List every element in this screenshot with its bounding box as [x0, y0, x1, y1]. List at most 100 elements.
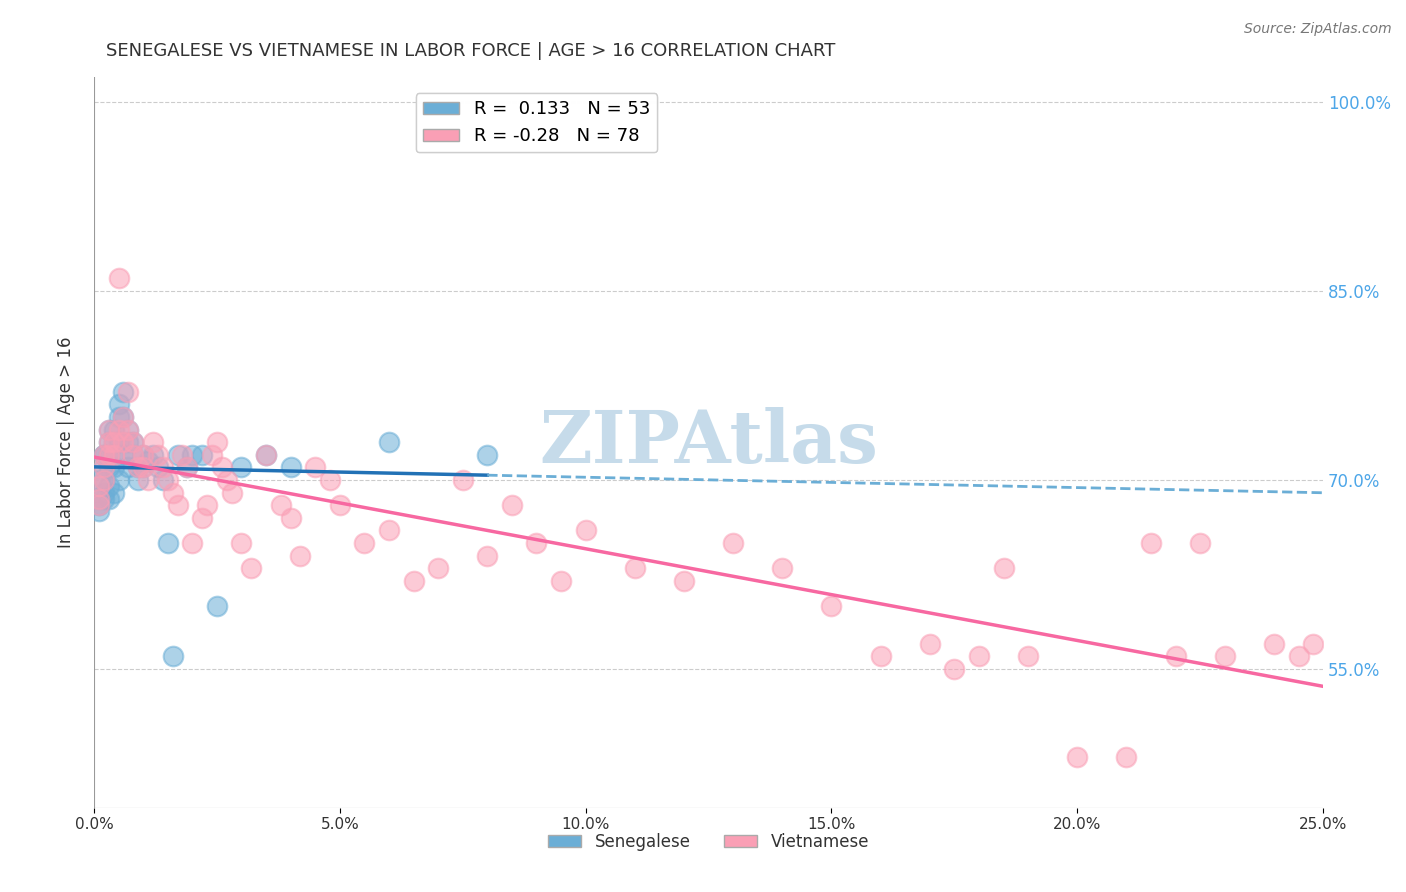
Point	[820, 599, 842, 613]
Point	[87, 491, 110, 506]
Point	[402, 574, 425, 588]
Point	[721, 536, 744, 550]
Point	[112, 409, 135, 424]
Point	[103, 423, 125, 437]
Point	[127, 460, 149, 475]
Point	[162, 649, 184, 664]
Point	[176, 460, 198, 475]
Point	[240, 561, 263, 575]
Point	[103, 448, 125, 462]
Point	[107, 271, 129, 285]
Point	[195, 498, 218, 512]
Point	[290, 549, 312, 563]
Point	[575, 524, 598, 538]
Point	[93, 460, 115, 475]
Point	[152, 460, 174, 475]
Point	[672, 574, 695, 588]
Point	[117, 460, 139, 475]
Point	[378, 524, 401, 538]
Point	[156, 473, 179, 487]
Text: ZIPAtlas: ZIPAtlas	[538, 407, 877, 477]
Point	[93, 473, 115, 487]
Point	[623, 561, 645, 575]
Point	[221, 485, 243, 500]
Point	[427, 561, 450, 575]
Point	[122, 448, 145, 462]
Point	[254, 448, 277, 462]
Point	[1140, 536, 1163, 550]
Point	[918, 637, 941, 651]
Point	[156, 536, 179, 550]
Point	[97, 460, 120, 475]
Point	[93, 448, 115, 462]
Point	[550, 574, 572, 588]
Point	[943, 662, 966, 676]
Point	[103, 435, 125, 450]
Point	[87, 498, 110, 512]
Point	[107, 435, 129, 450]
Point	[93, 448, 115, 462]
Point	[97, 423, 120, 437]
Point	[254, 448, 277, 462]
Point	[205, 435, 228, 450]
Point	[501, 498, 523, 512]
Point	[132, 460, 155, 475]
Point	[353, 536, 375, 550]
Point	[142, 448, 165, 462]
Point	[152, 473, 174, 487]
Point	[280, 460, 302, 475]
Point	[87, 498, 110, 512]
Point	[103, 460, 125, 475]
Point	[117, 435, 139, 450]
Point	[1288, 649, 1310, 664]
Point	[107, 409, 129, 424]
Point	[97, 423, 120, 437]
Point	[162, 485, 184, 500]
Point	[477, 549, 499, 563]
Point	[93, 485, 115, 500]
Point	[176, 460, 198, 475]
Point	[231, 460, 253, 475]
Point	[191, 510, 214, 524]
Point	[142, 435, 165, 450]
Point	[1066, 750, 1088, 764]
Point	[87, 491, 110, 506]
Point	[103, 448, 125, 462]
Point	[136, 473, 159, 487]
Point	[97, 491, 120, 506]
Point	[97, 435, 120, 450]
Text: SENEGALESE VS VIETNAMESE IN LABOR FORCE | AGE > 16 CORRELATION CHART: SENEGALESE VS VIETNAMESE IN LABOR FORCE …	[107, 42, 835, 60]
Point	[477, 448, 499, 462]
Point	[1189, 536, 1212, 550]
Y-axis label: In Labor Force | Age > 16: In Labor Force | Age > 16	[58, 336, 75, 548]
Point	[191, 448, 214, 462]
Point	[97, 448, 120, 462]
Point	[319, 473, 342, 487]
Point	[451, 473, 474, 487]
Point	[93, 473, 115, 487]
Point	[304, 460, 326, 475]
Point	[93, 460, 115, 475]
Point	[87, 479, 110, 493]
Point	[93, 448, 115, 462]
Point	[107, 397, 129, 411]
Point	[967, 649, 990, 664]
Point	[112, 384, 135, 399]
Point	[378, 435, 401, 450]
Text: Source: ZipAtlas.com: Source: ZipAtlas.com	[1244, 22, 1392, 37]
Point	[280, 510, 302, 524]
Point	[112, 435, 135, 450]
Legend: R =  0.133   N = 53, R = -0.28   N = 78: R = 0.133 N = 53, R = -0.28 N = 78	[416, 93, 657, 153]
Point	[122, 435, 145, 450]
Point	[132, 448, 155, 462]
Point	[869, 649, 891, 664]
Point	[132, 448, 155, 462]
Point	[526, 536, 548, 550]
Point	[172, 448, 194, 462]
Point	[97, 479, 120, 493]
Point	[1115, 750, 1137, 764]
Point	[87, 473, 110, 487]
Point	[770, 561, 793, 575]
Point	[166, 498, 188, 512]
Point	[117, 423, 139, 437]
